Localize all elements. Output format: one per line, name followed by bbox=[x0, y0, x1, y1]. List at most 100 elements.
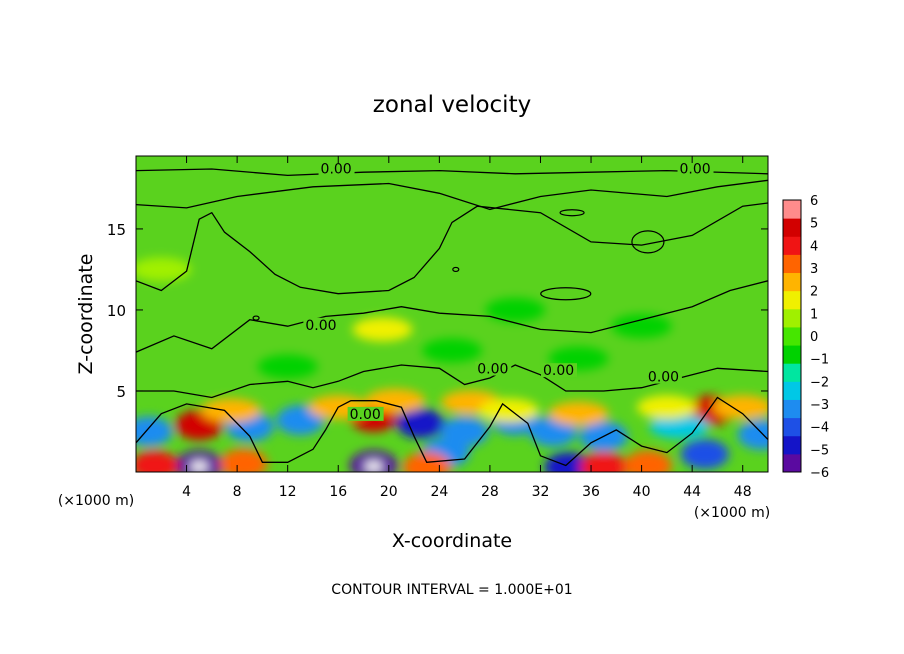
colorbar-label: 4 bbox=[810, 239, 818, 254]
x-tick-label: 36 bbox=[582, 484, 600, 500]
zero-contour-line bbox=[136, 396, 768, 467]
zero-contour-line bbox=[136, 168, 768, 177]
heat-cell bbox=[402, 452, 451, 472]
colorbar-swatch bbox=[783, 272, 801, 292]
colorbar-swatch bbox=[783, 453, 801, 473]
colorbar-swatch bbox=[783, 399, 801, 419]
x-tick-label: 4 bbox=[182, 484, 191, 500]
zero-contour-line bbox=[136, 202, 768, 295]
x-tick-label: 8 bbox=[233, 484, 242, 500]
heat-cell bbox=[623, 450, 672, 472]
contour-label: 0.00 bbox=[543, 363, 574, 379]
zero-contour-line bbox=[136, 280, 768, 353]
contour-loop bbox=[540, 287, 592, 301]
heat-cell bbox=[136, 257, 192, 282]
contour-label: 0.00 bbox=[305, 318, 336, 334]
plot-area bbox=[136, 156, 768, 472]
x-tick-label: 28 bbox=[481, 484, 499, 500]
colorbar-swatch bbox=[783, 254, 801, 274]
colorbar-label: −1 bbox=[810, 353, 829, 368]
colorbar-swatch bbox=[783, 363, 801, 382]
zero-contour-line bbox=[136, 179, 768, 211]
colorbar-swatch bbox=[783, 290, 801, 310]
contour-label-bg bbox=[541, 363, 578, 378]
contour-loop bbox=[252, 315, 260, 321]
x-axis: 4 8 12 16 20 24 28 32 36 40 44 48 bbox=[182, 156, 752, 500]
x-tick-label: 44 bbox=[683, 484, 701, 500]
contour-loop bbox=[559, 209, 585, 217]
x-tick-label: 24 bbox=[430, 484, 448, 500]
x-tick-label: 32 bbox=[532, 484, 550, 500]
contour-label: 0.00 bbox=[321, 161, 352, 177]
contour-label-bg bbox=[645, 369, 682, 384]
heat-cell bbox=[175, 450, 224, 472]
x-tick-label: 16 bbox=[329, 484, 347, 500]
heat-cell bbox=[680, 439, 729, 470]
y-tick-label: 10 bbox=[107, 302, 126, 320]
colorbar-label: 5 bbox=[810, 217, 818, 232]
contour-label: 0.00 bbox=[680, 161, 711, 177]
x-axis-label: X-coordinate bbox=[392, 530, 512, 552]
heat-cell bbox=[219, 448, 268, 472]
colorbar-swatch bbox=[783, 236, 801, 255]
heat-cell bbox=[737, 419, 768, 450]
plot-frame bbox=[135, 155, 769, 473]
colorbar-label: 2 bbox=[810, 285, 818, 300]
heat-cell bbox=[611, 314, 672, 339]
colorbar-label: −5 bbox=[810, 443, 829, 458]
colorbar-frame bbox=[782, 199, 802, 473]
colorbar-swatch bbox=[783, 417, 801, 437]
colorbar-label: 0 bbox=[810, 330, 818, 345]
colorbar-swatch bbox=[783, 435, 801, 455]
contour-label: 0.00 bbox=[350, 407, 381, 423]
heat-cell bbox=[136, 416, 173, 447]
heat-cell bbox=[649, 414, 710, 439]
colorbar-swatch bbox=[783, 218, 801, 237]
heat-cell bbox=[485, 297, 546, 322]
colorbar-label: 3 bbox=[810, 262, 818, 277]
zero-contours bbox=[136, 168, 768, 467]
heat-cell bbox=[478, 398, 539, 423]
colorbar-label: −2 bbox=[810, 375, 829, 390]
colorbar-swatch bbox=[783, 345, 801, 364]
heat-cell bbox=[257, 354, 318, 379]
contour-label: 0.00 bbox=[477, 362, 508, 378]
heat-cell bbox=[396, 408, 445, 439]
heat-cell bbox=[712, 395, 768, 420]
heat-cell bbox=[422, 338, 482, 363]
x-unit-right: (×1000 m) bbox=[694, 505, 770, 521]
saturated-core bbox=[190, 461, 209, 472]
saturated-core bbox=[364, 461, 383, 472]
colorbar-swatch bbox=[783, 200, 801, 219]
heat-cell bbox=[352, 317, 413, 342]
chart-title: zonal velocity bbox=[373, 92, 531, 118]
y-axis-label: Z-coordinate bbox=[75, 254, 97, 375]
contour-interval-note: CONTOUR INTERVAL = 1.000E+01 bbox=[331, 582, 572, 598]
colorbar-swatch bbox=[783, 308, 801, 328]
heat-cell bbox=[579, 452, 628, 472]
contour-loop bbox=[631, 230, 665, 254]
colorbar-label: −3 bbox=[810, 398, 829, 413]
contour-label-bg bbox=[303, 317, 340, 332]
contour-label-bg bbox=[347, 406, 384, 421]
colorbar-swatch bbox=[783, 326, 801, 346]
heat-cell bbox=[136, 450, 179, 472]
contour-labels: 0.00 0.00 0.00 0.00 0.00 0.00 0.00 bbox=[303, 161, 714, 423]
x-tick-label: 40 bbox=[633, 484, 651, 500]
zero-contour-line bbox=[136, 364, 768, 399]
heat-cell bbox=[200, 398, 261, 423]
x-tick-label: 20 bbox=[380, 484, 398, 500]
y-tick-label: 15 bbox=[107, 221, 126, 239]
y-axis: 5 10 15 bbox=[107, 221, 768, 401]
colorbar-label: 1 bbox=[810, 307, 818, 322]
heat-cell bbox=[349, 450, 398, 472]
heat-cell bbox=[636, 395, 697, 420]
y-tick-label: 5 bbox=[116, 383, 126, 401]
colorbar-swatch bbox=[783, 381, 801, 400]
contour-loop bbox=[452, 266, 460, 273]
x-tick-label: 48 bbox=[734, 484, 752, 500]
contour-label-bg bbox=[677, 161, 714, 176]
contour-label-bg bbox=[318, 161, 355, 176]
x-tick-label: 12 bbox=[279, 484, 297, 500]
